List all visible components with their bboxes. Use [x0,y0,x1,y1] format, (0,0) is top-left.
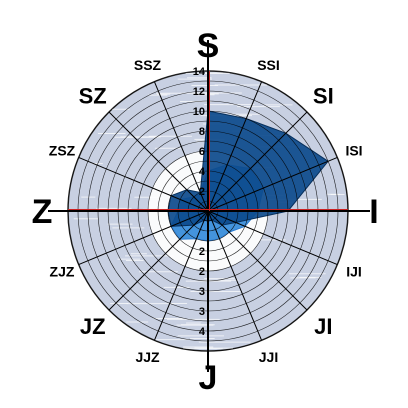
spoke-jz [108,210,209,311]
tick-label-lower: 3 [199,286,205,298]
tick-label-lower: 3 [199,306,205,318]
tick-label-lower: 4 [199,326,206,338]
direction-label-z: Z [32,193,53,231]
spoke-ji [207,210,308,311]
direction-label-s: S [197,27,220,65]
direction-label-ssz: SSZ [134,57,162,73]
spoke-zsz [78,156,209,212]
direction-label-iji: IJI [346,264,362,280]
spoke-jji [207,210,263,341]
tick-label-lower: 2 [199,246,205,258]
spoke-isi [207,156,338,212]
tick-label-upper: 8 [199,126,205,138]
direction-label-zjz: ZJZ [50,264,75,280]
direction-labels: S SSI SI ISI I IJI JI JJI J JJZ JZ ZJZ Z ZSZ SZ SSZ [32,27,379,397]
tick-label-upper: 6 [199,146,205,158]
direction-label-zsz: ZSZ [49,143,76,159]
tick-label-upper: 14 [193,66,206,78]
direction-label-si: SI [313,84,334,109]
spoke-iji [207,210,338,266]
spoke-jjz [153,210,209,341]
compass-axes [48,40,370,372]
direction-label-j: J [199,359,218,397]
direction-label-ssi: SSI [257,57,280,73]
tick-label-upper: 4 [199,166,206,178]
tick-label-lower: 2 [199,266,205,278]
direction-label-jjz: JJZ [135,349,160,365]
tick-label-upper: 2 [199,186,205,198]
tick-label-upper: 12 [193,86,205,98]
tick-label-upper: 10 [193,106,205,118]
direction-label-jz: JZ [80,314,106,339]
direction-label-i: I [369,193,378,231]
direction-label-ji: JI [314,314,332,339]
spoke-si [207,111,308,212]
spoke-ssi [207,81,263,212]
spoke-sz [108,111,209,212]
direction-label-jji: JJI [259,349,278,365]
direction-label-isi: ISI [345,143,362,159]
spoke-zjz [78,210,209,266]
direction-label-sz: SZ [79,84,107,109]
spoke-ssz [153,81,209,212]
radial-tick-labels: 2 4 6 8 10 12 14 2 2 3 3 4 [193,66,206,338]
